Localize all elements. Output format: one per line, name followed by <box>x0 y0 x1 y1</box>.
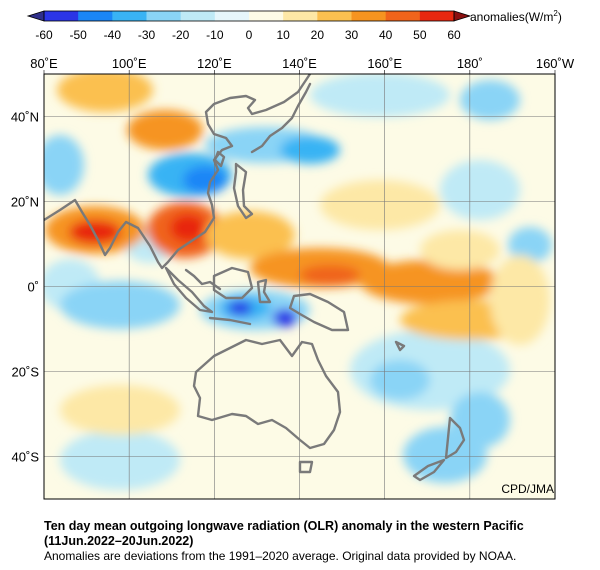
japan-outline <box>250 82 312 154</box>
sulawesi-outline <box>256 278 272 304</box>
philippines-outline <box>232 162 254 220</box>
colorbar-swatch <box>419 11 455 21</box>
colorbar-tick-label: -10 <box>206 28 224 42</box>
credit-label: CPD/JMA <box>501 482 554 496</box>
colorbar-tick-label: -20 <box>172 28 190 42</box>
longitude-label: 100˚E <box>112 56 147 71</box>
new-zealand-north-outline <box>444 416 466 460</box>
colorbar-swatch <box>44 11 79 21</box>
figure-caption: Ten day mean outgoing longwave radiation… <box>44 519 596 564</box>
colorbar-swatch <box>180 11 216 21</box>
colorbar-swatch <box>385 11 421 21</box>
colorbar-tick-label: -40 <box>104 28 122 42</box>
longitude-label: 180˚ <box>457 56 483 71</box>
colorbar-tick-labels: -60 -50 -40 -30 -20 -10 0 10 20 30 40 50 60 <box>35 28 461 42</box>
latitude-label: 20˚N <box>11 195 39 210</box>
colorbar-swatch <box>317 11 352 21</box>
latitude-label: 40˚S <box>12 450 40 465</box>
latitude-label: 0˚ <box>27 280 39 295</box>
colorbar-unit-label: anomalies(W/m2) <box>470 9 562 24</box>
colorbar-tick-label: 30 <box>345 28 359 42</box>
colorbar-swatch <box>146 11 182 21</box>
longitude-label: 140˚E <box>282 56 317 71</box>
colorbar-tick-label: 10 <box>276 28 290 42</box>
lat-lon-gridlines <box>43 70 556 499</box>
olr-anomaly-field <box>44 74 552 490</box>
sumatra-outline <box>164 266 214 314</box>
asia-coastline <box>44 74 312 270</box>
caption-title: Ten day mean outgoing longwave radiation… <box>44 519 524 533</box>
colorbar-swatch <box>249 11 284 21</box>
colorbar-left-arrow <box>26 10 45 22</box>
map-frame <box>43 73 556 500</box>
latitude-label: 20˚S <box>12 365 40 380</box>
longitude-label: 120˚E <box>197 56 232 71</box>
caption-note: Anomalies are deviations from the 1991–2… <box>44 549 517 563</box>
colorbar-swatch <box>283 11 318 21</box>
colorbar-legend: -60 -50 -40 -30 -20 -10 0 10 20 30 40 50 60 anomalie… <box>26 9 562 42</box>
colorbar-swatch <box>112 11 147 21</box>
colorbar-tick-label: -50 <box>69 28 87 42</box>
colorbar-right-arrow <box>453 10 472 22</box>
colorbar-swatch <box>351 11 387 21</box>
colorbar-tick-label: -60 <box>35 28 53 42</box>
new-guinea-outline <box>288 292 350 332</box>
taiwan-outline <box>213 150 226 168</box>
colorbar-tick-label: 50 <box>413 28 427 42</box>
longitude-label: 160˚W <box>536 56 575 71</box>
caption-period: (11Jun.2022–20Jun.2022) <box>44 534 194 548</box>
colorbar-swatch <box>78 11 113 21</box>
colorbar-tick-label: 40 <box>379 28 393 42</box>
longitude-label: 80˚E <box>30 56 58 71</box>
longitude-label: 160˚E <box>367 56 402 71</box>
colorbar-tick-label: 0 <box>246 28 253 42</box>
olr-anomaly-figure: -60 -50 -40 -30 -20 -10 0 10 20 30 40 50 60 anomalie… <box>11 9 575 500</box>
fiji-outline <box>394 340 406 352</box>
colorbar-tick-label: 20 <box>311 28 325 42</box>
latitude-labels: 40˚N 20˚N 0˚ 20˚S 40˚S <box>11 110 40 465</box>
latitude-label: 40˚N <box>11 110 39 125</box>
australia-outline <box>192 338 342 450</box>
map-panel: 80˚E 100˚E 120˚E 140˚E 160˚E 180˚ 160˚W 40˚N 20… <box>11 56 575 500</box>
new-zealand-south-outline <box>412 458 446 482</box>
colorbar-tick-label: -30 <box>138 28 156 42</box>
coastline-outlines <box>44 74 466 482</box>
tasmania-outline <box>298 460 314 474</box>
borneo-outline <box>212 266 254 300</box>
colorbar-tick-label: 60 <box>447 28 461 42</box>
longitude-labels: 80˚E 100˚E 120˚E 140˚E 160˚E 180˚ 160˚W <box>30 56 575 71</box>
colorbar-frame <box>43 10 455 22</box>
colorbar-swatch <box>214 11 250 21</box>
java-outline <box>208 316 252 326</box>
